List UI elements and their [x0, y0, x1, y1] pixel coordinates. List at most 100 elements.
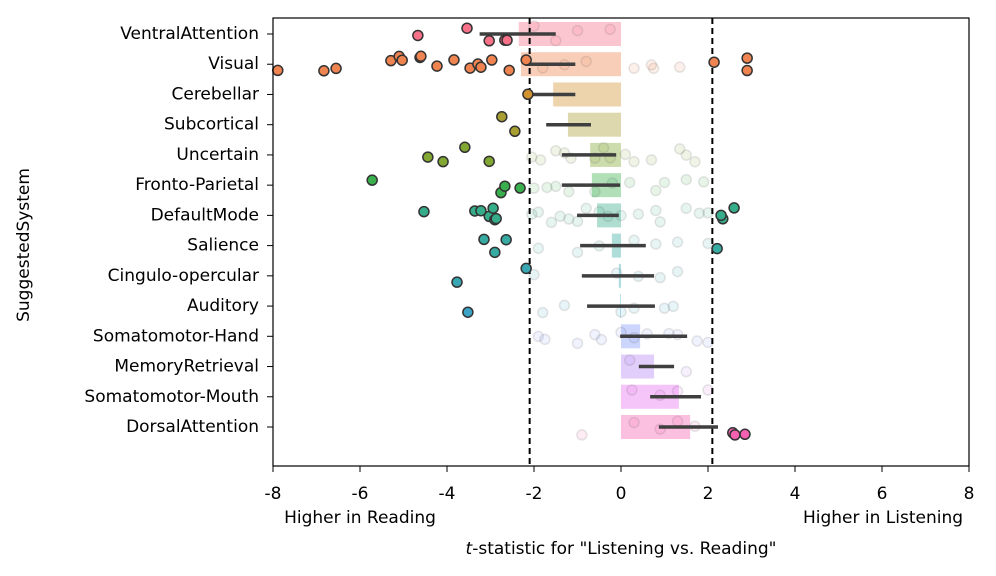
faded-point [550, 180, 562, 193]
significant-point [741, 52, 753, 64]
faded-point [693, 207, 706, 219]
significant-point [437, 155, 449, 168]
faded-point [539, 333, 551, 346]
significant-point [503, 64, 515, 77]
faded-point [541, 181, 553, 194]
significant-point [366, 174, 378, 186]
faded-point [563, 213, 575, 225]
significant-point [711, 242, 723, 255]
significant-point [708, 56, 720, 68]
significant-point [478, 233, 490, 246]
faded-point [571, 337, 584, 350]
significant-point [462, 306, 474, 318]
y-tick-label: Auditory [187, 296, 259, 316]
faded-point [680, 149, 692, 161]
faded-point [680, 202, 692, 215]
faded-point [571, 24, 584, 37]
significant-point [318, 65, 330, 77]
faded-point [689, 155, 701, 168]
significant-point [475, 204, 487, 217]
faded-point [626, 384, 638, 396]
faded-point [558, 299, 571, 312]
faded-point [650, 238, 662, 250]
significant-point [501, 34, 513, 46]
significant-point [483, 34, 495, 47]
significant-point [396, 54, 408, 66]
significant-point [475, 61, 487, 73]
faded-point [604, 23, 616, 36]
significant-point [448, 54, 460, 66]
faded-point [534, 154, 547, 166]
faded-point [536, 306, 549, 319]
significant-point [490, 212, 502, 225]
faded-point [671, 265, 684, 278]
faded-point [550, 34, 562, 47]
faded-point [615, 306, 627, 318]
faded-point [528, 20, 540, 32]
significant-point [483, 155, 495, 168]
faded-point [628, 416, 640, 429]
faded-point [658, 302, 671, 314]
faded-point [623, 176, 636, 189]
y-tick-label: DefaultMode [151, 205, 259, 225]
significant-point [272, 64, 284, 77]
faded-point [528, 268, 540, 281]
faded-point [563, 185, 575, 198]
plot-frame [272, 17, 970, 467]
significant-point [422, 151, 434, 163]
faded-point [671, 415, 684, 428]
x-tick-label: 0 [616, 484, 627, 504]
y-tick-label: Salience [187, 236, 259, 256]
faded-point [628, 234, 640, 247]
y-tick-label: Subcortical [164, 115, 259, 135]
faded-point [673, 61, 686, 73]
faded-point [645, 154, 658, 166]
faded-point [654, 271, 666, 284]
x-tick-label: 8 [964, 484, 975, 504]
faded-point [697, 176, 710, 188]
faded-point [580, 202, 592, 215]
significant-point [461, 22, 473, 34]
faded-point [545, 216, 558, 229]
faded-point [532, 242, 545, 254]
faded-point [645, 59, 658, 71]
faded-point [571, 246, 584, 259]
significant-point [412, 29, 424, 42]
faded-point [619, 148, 632, 161]
y-tick-label: Visual [208, 54, 259, 74]
x-axis-label: t-statistic for "Listening vs. Reading" [466, 539, 777, 559]
significant-point [418, 205, 430, 218]
significant-point [330, 62, 342, 75]
x-tick-label: -6 [352, 484, 369, 504]
faded-point [597, 142, 610, 154]
significant-point [415, 50, 427, 63]
faded-point [576, 429, 588, 441]
faded-point [647, 62, 660, 75]
faded-point [628, 62, 640, 75]
faded-point [623, 354, 636, 367]
y-tick-label: DorsalAttention [126, 417, 259, 437]
faded-point [680, 365, 692, 378]
faded-point [589, 185, 601, 198]
faded-point [595, 333, 608, 346]
significant-point [739, 428, 751, 441]
faded-point [680, 173, 692, 186]
significant-point [514, 182, 526, 194]
significant-point [520, 54, 532, 66]
y-tick-label: MemoryRetrieval [114, 357, 259, 377]
faded-point [654, 216, 666, 228]
faded-point [671, 385, 684, 397]
significant-point [487, 202, 499, 214]
significant-point [741, 64, 753, 77]
faded-point [628, 155, 640, 168]
faded-point [650, 184, 662, 197]
significant-point [509, 125, 521, 138]
faded-point [632, 208, 645, 220]
significant-point [729, 429, 741, 441]
significant-point [522, 88, 534, 101]
faded-point [671, 236, 684, 248]
y-axis-label: SuggestedSystem [14, 168, 34, 322]
faded-point [658, 176, 671, 189]
y-tick-label: VentralAttention [120, 24, 259, 44]
significant-point [499, 180, 511, 192]
